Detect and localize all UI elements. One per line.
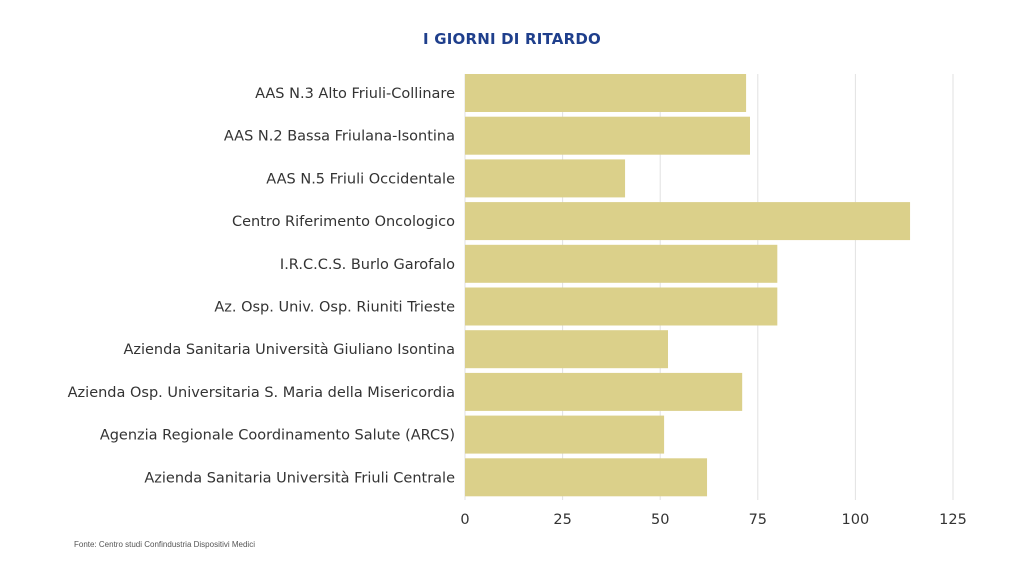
x-tick-label: 100: [842, 512, 870, 528]
bar: [465, 330, 669, 369]
category-label: Azienda Osp. Universitaria S. Maria dell…: [68, 385, 455, 401]
bar: [465, 244, 778, 283]
category-label: Azienda Sanitaria Università Friuli Cent…: [144, 470, 455, 486]
category-label: Agenzia Regionale Coordinamento Salute (…: [100, 428, 455, 444]
category-label: Azienda Sanitaria Università Giuliano Is…: [123, 342, 455, 358]
x-tick-label: 25: [553, 512, 571, 528]
source-note: Fonte: Centro studi Confindustria Dispos…: [74, 540, 255, 549]
x-tick-label: 0: [460, 512, 469, 528]
x-tick-label: 75: [749, 512, 767, 528]
category-labels: AAS N.3 Alto Friuli-Collinare AAS N.2 Bas…: [68, 86, 455, 486]
bar: [465, 458, 708, 497]
bar: [465, 287, 778, 326]
x-tick-label: 125: [939, 512, 967, 528]
bar: [465, 116, 750, 155]
x-tick-labels: 0 25 50 75 100 125: [460, 512, 966, 528]
chart-title: I GIORNI DI RITARDO: [423, 30, 601, 48]
category-label: AAS N.3 Alto Friuli-Collinare: [255, 86, 455, 102]
bar: [465, 74, 747, 112]
bar: [465, 202, 911, 241]
x-tick-label: 50: [651, 512, 669, 528]
category-label: Az. Osp. Univ. Osp. Riuniti Trieste: [214, 300, 455, 316]
bar: [465, 159, 626, 198]
category-label: Centro Riferimento Oncologico: [232, 214, 455, 230]
bar: [465, 415, 665, 454]
category-label: AAS N.5 Friuli Occidentale: [266, 171, 455, 187]
category-label: I.R.C.C.S. Burlo Garofalo: [280, 257, 455, 273]
category-label: AAS N.2 Bassa Friulana-Isontina: [224, 129, 455, 145]
bars: [465, 74, 911, 497]
bar: [465, 372, 743, 411]
